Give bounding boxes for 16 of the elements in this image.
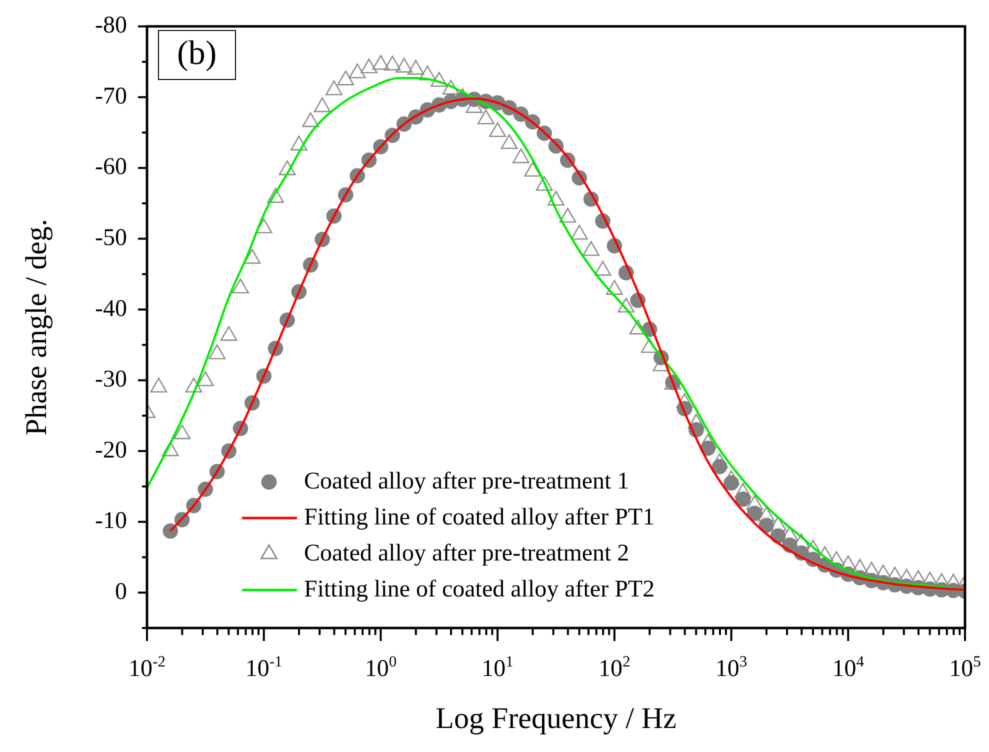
- y-tick-label: -40: [95, 296, 127, 322]
- annotation: (b): [158, 30, 236, 80]
- y-tick-label: -10: [95, 508, 127, 534]
- y-tick-label: -50: [95, 225, 127, 252]
- legend-label: Fitting line of coated alloy after PT1: [304, 504, 655, 530]
- legend-label: Fitting line of coated alloy after PT2: [304, 576, 655, 602]
- legend-label: Coated alloy after pre-treatment 1: [304, 468, 630, 494]
- y-tick-label: -20: [95, 437, 127, 464]
- y-tick-label: 0: [115, 578, 127, 605]
- y-tick-label: -60: [95, 154, 127, 180]
- y-axis-title: Phase angle / deg.: [20, 218, 53, 436]
- legend-label: Coated alloy after pre-treatment 2: [304, 540, 630, 566]
- y-tick-label: -30: [95, 366, 127, 393]
- x-axis-title: Log Frequency / Hz: [436, 702, 676, 735]
- y-tick-label: -70: [95, 83, 127, 110]
- y-tick-label: -80: [95, 12, 127, 39]
